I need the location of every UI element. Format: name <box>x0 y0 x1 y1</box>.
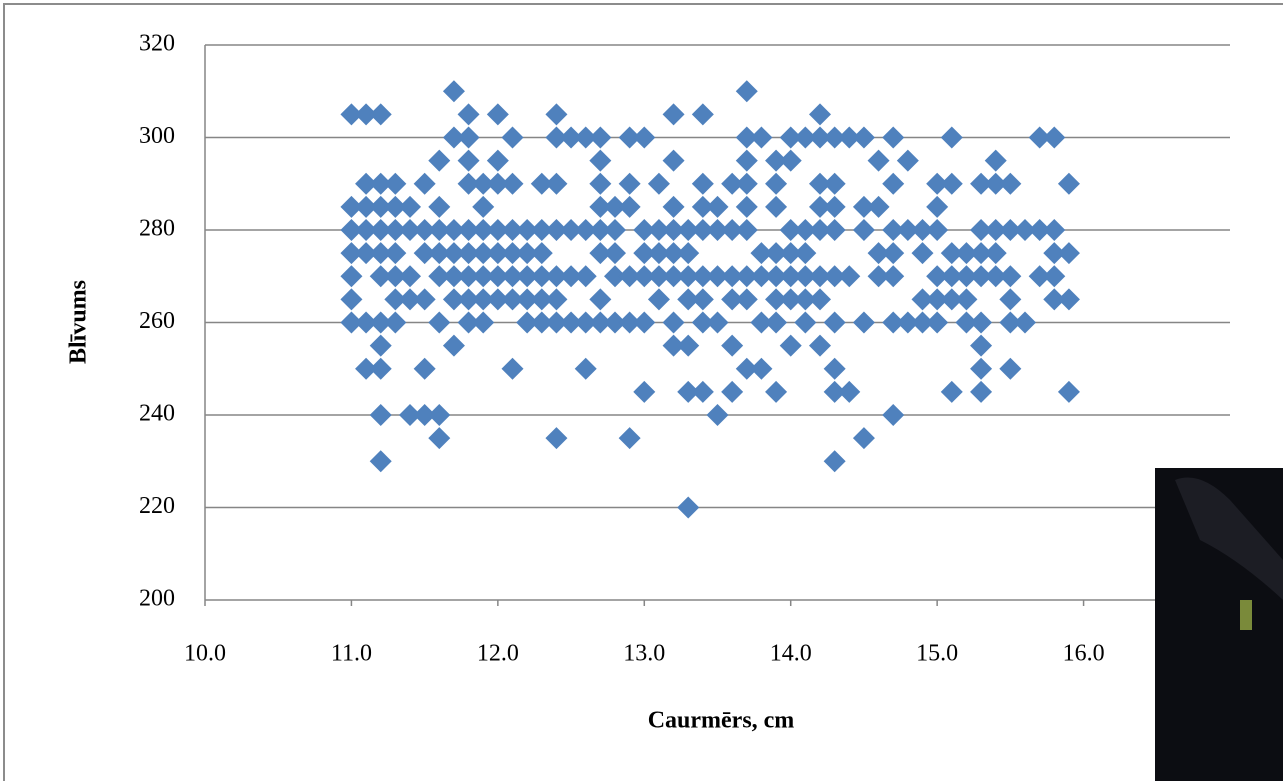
x-tick-label: 11.0 <box>331 641 372 667</box>
y-axis-title: Blīvums <box>66 280 92 364</box>
x-tick-label: 14.0 <box>770 641 812 667</box>
x-axis-title: Caurmērs, cm <box>648 708 795 734</box>
y-tick-label: 280 <box>139 216 175 242</box>
x-tick-label: 12.0 <box>477 641 519 667</box>
chart: Caurmērs, cm Blīvums 200 220 240 260 280 300 3… <box>0 0 1283 781</box>
y-tick-label: 220 <box>139 493 175 519</box>
photo-detail <box>1240 600 1252 630</box>
y-tick-label: 300 <box>139 123 175 149</box>
x-tick-label: 16.0 <box>1063 641 1105 667</box>
y-tick-label: 320 <box>139 31 175 57</box>
y-tick-label: 240 <box>139 401 175 427</box>
y-tick-label: 200 <box>139 586 175 612</box>
y-tick-label: 260 <box>139 308 175 334</box>
x-tick-label: 15.0 <box>916 641 958 667</box>
x-tick-label: 13.0 <box>623 641 665 667</box>
x-tick-label: 10.0 <box>184 641 226 667</box>
